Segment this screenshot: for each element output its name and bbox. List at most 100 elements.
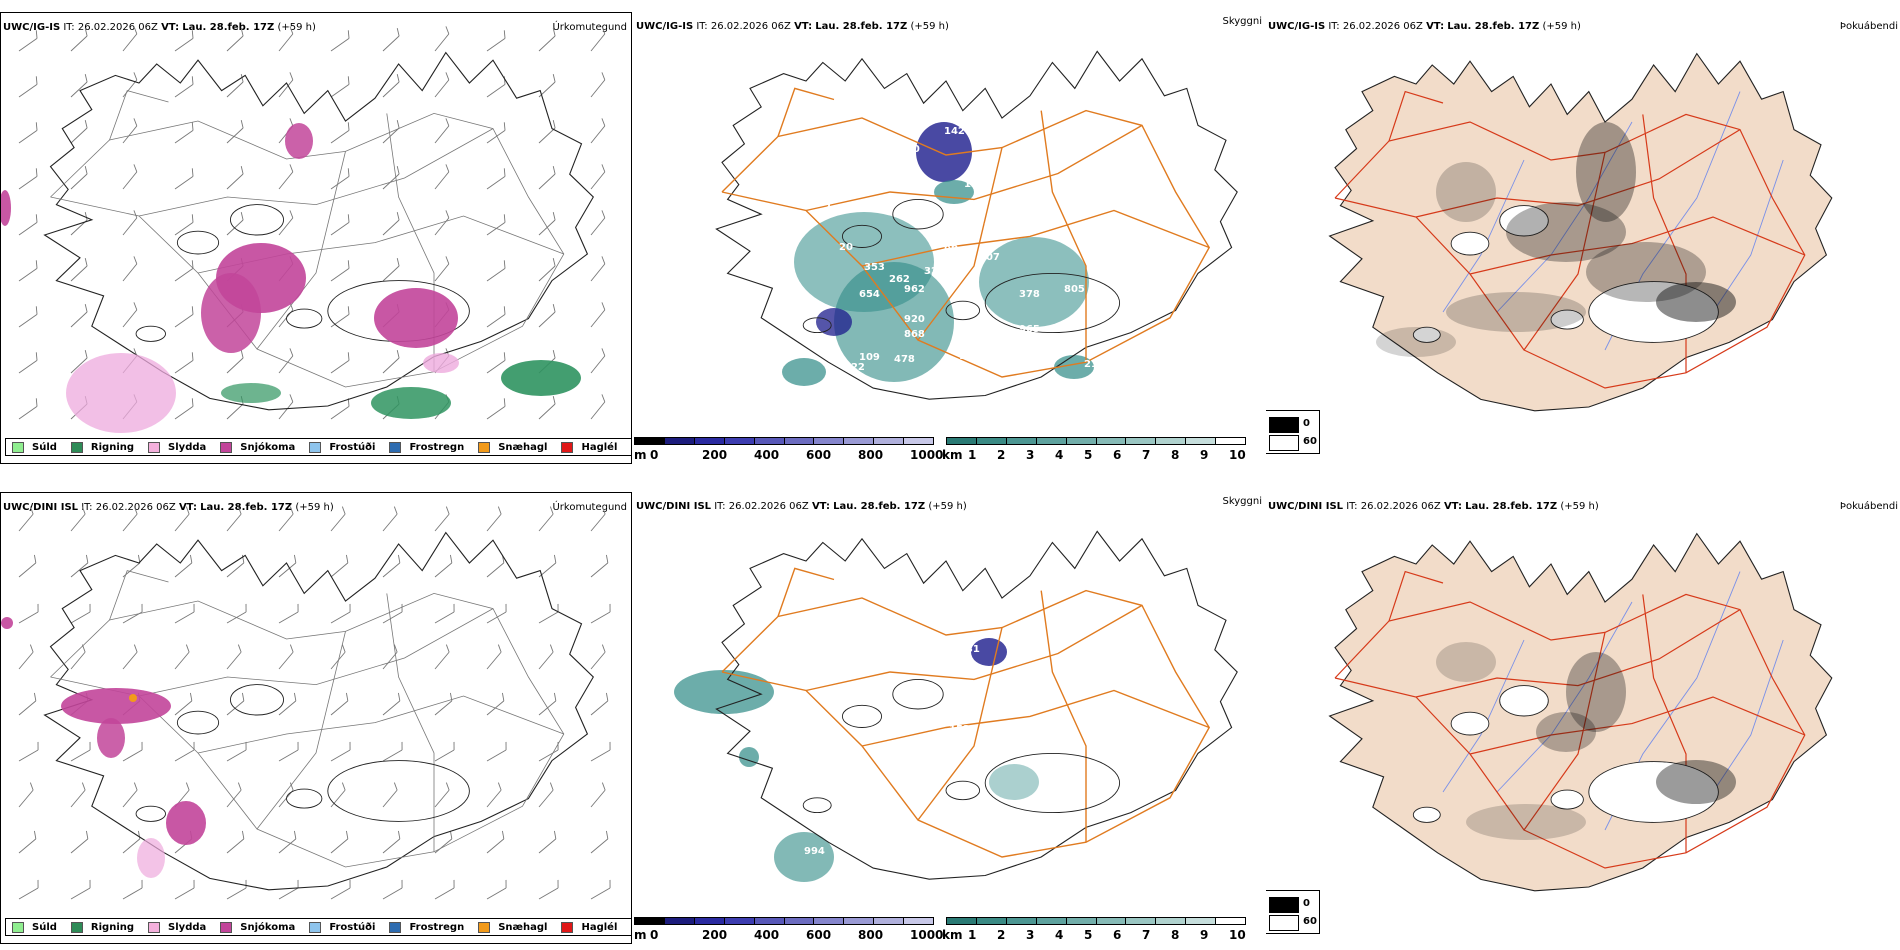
visibility-colorbar [946,437,1246,445]
legend-item: Frostúði [309,442,375,453]
colorbar-cell [695,438,725,444]
ceiling-label: 320 [924,266,945,277]
glacier-outline [230,685,283,715]
fog-area [1466,804,1586,840]
wind-barb [430,118,452,143]
wind-barb [380,742,406,761]
wind-barb [15,398,40,419]
colorbar-cell [1216,438,1245,444]
wind-barb [482,783,504,807]
wind-barb [68,604,94,623]
road-line [778,88,834,136]
wind-barb [68,880,94,899]
wind-barb [118,26,140,51]
legend-swatch [478,442,490,453]
road-line [862,691,1209,747]
legend-label: Frostregn [409,922,464,933]
wind-barb [15,122,40,143]
legend-label: Snjókoma [240,922,295,933]
colorbar-cell [1097,918,1127,924]
wind-barb [67,831,91,853]
legend-label: Frostúði [329,922,375,933]
legend-swatch [561,922,573,933]
wind-barb [222,120,246,143]
wind-barb [222,28,246,51]
colorbar-cell [814,918,844,924]
wind-barb [328,880,354,899]
wind-barb [223,831,247,853]
ceiling-label: 965 [1019,324,1040,335]
visibility-tick: 3 [1026,928,1034,942]
colorbar-cell [1007,438,1037,444]
glacier-outline [1500,686,1549,716]
wind-barb [379,831,403,853]
colorbar-cell [1067,918,1097,924]
ceiling-label: 107 [979,252,1000,263]
ceiling-tick: 400 [754,928,779,942]
ceiling-label: 868 [904,329,925,340]
ceiling-label: 962 [904,284,925,295]
ceiling-label: 133 [959,351,980,362]
legend-item: Frostúði [309,922,375,933]
wind-barb [276,604,302,623]
visibility-unit: km [942,928,962,942]
wind-barb [378,166,402,189]
sleet-area [137,838,165,878]
wind-barb [222,645,244,669]
ceiling-tick: 0 [650,448,658,462]
glacier-outline [177,231,218,254]
visibility-ticks: km 1 2 3 4 5 6 7 8 9 10 [942,448,1262,462]
precip-type-panel: UWC/DINI ISL IT: 26.02.2026 06Z VT: Lau.… [0,492,632,944]
wind-barb [66,507,88,531]
wind-barb [430,645,452,669]
legend-swatch [71,922,83,933]
ceiling-label: 122 [844,362,865,373]
wind-barb [171,168,196,189]
colorbar-cell [725,438,755,444]
wind-barb [534,28,558,51]
wind-barb [66,258,90,281]
wind-barb [379,693,403,715]
wind-barb [171,122,196,143]
legend-label: Frostúði [329,442,375,453]
ceiling-label: 478 [894,354,915,365]
wind-barb [171,260,196,281]
visibility-tick: 10 [1229,448,1246,462]
wind-barb [118,118,140,143]
fog-area [1536,712,1596,752]
visibility-colorbar [946,917,1246,925]
wind-barb [328,604,354,623]
glacier-outline [1551,790,1583,809]
wind-barb [170,645,192,669]
wind-barb [66,166,90,189]
wind-barb [15,693,39,715]
legend-swatch [389,442,401,453]
glacier-outline [136,326,166,341]
colorbar-cell [695,918,725,924]
wind-barb [327,168,352,189]
legend-item: Rigning [71,442,134,453]
wind-barb [327,306,352,327]
wind-barb [482,645,504,669]
wind-barb [222,507,244,531]
cloud-area [782,358,826,386]
ceiling-ticks: m 0 200 400 600 800 1000 [634,448,944,462]
visibility-ticks: km 1 2 3 4 5 6 7 8 9 10 [942,928,1262,942]
wind-barb [586,645,608,669]
snow-area [1,617,13,629]
glacier-outline [803,798,831,813]
legend-item: Súld [12,442,57,453]
colorbar-cell [755,438,785,444]
legend-label: Slydda [168,442,206,453]
wind-barb [379,555,403,577]
road-line [51,593,564,867]
wind-barb [586,507,608,531]
wind-barb [275,555,299,577]
road-line [778,568,834,616]
snow-area [285,123,313,159]
ceiling-unit: m [634,448,647,462]
legend-swatch [478,922,490,933]
wind-barb [327,122,352,143]
map-canvas [1,493,632,944]
wind-barb [276,742,302,761]
